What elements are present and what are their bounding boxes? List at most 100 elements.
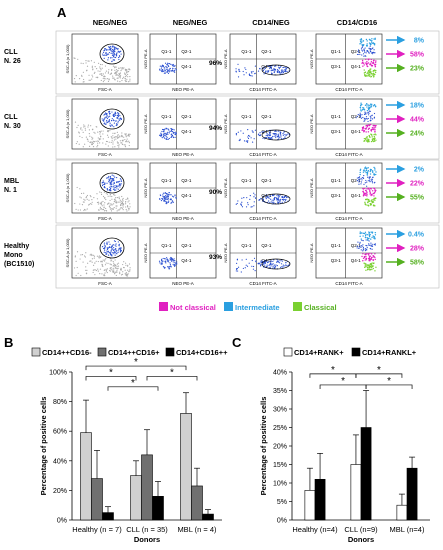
- scatter-dot: [267, 136, 269, 138]
- scatter-dot: [368, 231, 370, 233]
- bar: [141, 454, 153, 521]
- scatter-dot: [366, 253, 368, 255]
- scatter-dot: [266, 133, 268, 135]
- scatter-dot: [374, 133, 376, 135]
- scatter-dot: [173, 131, 175, 134]
- scatter-dot: [164, 128, 166, 130]
- scatter-dot: [117, 144, 119, 147]
- scatter-dot: [373, 166, 375, 169]
- scatter-dot: [106, 188, 108, 190]
- scatter-dot: [86, 269, 88, 271]
- x-axis-label: NEO PE-A: [172, 87, 194, 92]
- scatter-dot: [117, 116, 119, 118]
- scatter-dot: [113, 206, 115, 209]
- scatter-dot: [370, 41, 373, 43]
- quadrant-q1: Q1-1: [331, 114, 342, 119]
- scatter-dot: [235, 132, 238, 135]
- scatter-dot: [364, 189, 367, 192]
- scatter-dot: [373, 112, 376, 115]
- scatter-dot: [110, 264, 112, 266]
- legend-swatch: [351, 347, 361, 357]
- scatter-dot: [242, 132, 244, 134]
- scatter-dot: [109, 182, 111, 184]
- scatter-dot: [165, 137, 167, 140]
- scatter-dot: [364, 51, 366, 53]
- scatter-dot: [115, 185, 118, 188]
- scatter-dot: [357, 114, 359, 116]
- scatter-dot: [112, 50, 114, 52]
- scatter-dot: [80, 254, 82, 256]
- scatter-dot: [363, 232, 366, 235]
- scatter-dot: [118, 76, 120, 78]
- scatter-dot: [373, 197, 375, 200]
- scatter-dot: [103, 247, 105, 250]
- scatter-dot: [363, 137, 366, 140]
- scatter-dot: [358, 178, 360, 181]
- scatter-dot: [261, 131, 263, 133]
- scatter-dot: [91, 66, 93, 68]
- scatter-dot: [86, 208, 88, 210]
- scatter-dot: [85, 197, 87, 199]
- scatter-dot: [370, 73, 372, 75]
- scatter-dot: [108, 69, 110, 71]
- scatter-dot: [87, 126, 89, 128]
- scatter-dot: [368, 244, 370, 246]
- scatter-dot: [360, 38, 363, 40]
- quadrant-q2: Q2-1: [351, 178, 362, 183]
- scatter-dot: [119, 56, 121, 58]
- scatter-dot: [112, 183, 114, 185]
- scatter-dot: [80, 62, 82, 64]
- scatter-dot: [106, 177, 108, 179]
- y-axis-title: Percentage of positive cells: [259, 397, 268, 496]
- scatter-dot: [116, 74, 118, 76]
- scatter-dot: [271, 73, 273, 75]
- scatter-dot: [174, 195, 176, 197]
- legend-label-classical: Classical: [304, 303, 337, 312]
- scatter-dot: [81, 254, 84, 256]
- scatter-dot: [115, 138, 117, 140]
- scatter-dot: [106, 241, 108, 243]
- scatter-dot: [374, 256, 376, 259]
- scatter-dot: [279, 260, 281, 262]
- scatter-dot: [168, 268, 170, 270]
- scatter-dot: [275, 136, 277, 139]
- scatter-dot: [104, 77, 106, 79]
- scatter-dot: [271, 137, 273, 139]
- scatter-dot: [272, 135, 274, 138]
- scatter-dot: [162, 265, 165, 268]
- scatter-dot: [81, 204, 84, 206]
- panel-b-label: B: [4, 335, 13, 350]
- scatter-dot: [80, 274, 82, 277]
- scatter-dot: [375, 197, 377, 200]
- scatter-dot: [116, 123, 118, 125]
- scatter-dot: [109, 269, 111, 272]
- scatter-dot: [123, 261, 125, 263]
- scatter-dot: [359, 178, 361, 180]
- population-legend: Not classical Intermediate Classical: [159, 302, 337, 312]
- scatter-dot: [112, 132, 114, 134]
- scatter-dot: [129, 269, 131, 271]
- scatter-dot: [118, 198, 120, 200]
- legend-swatch: [31, 347, 41, 357]
- scatter-dot: [106, 134, 109, 136]
- scatter-dot: [111, 178, 113, 180]
- scatter-dot: [362, 129, 364, 131]
- scatter-dot: [111, 183, 113, 186]
- scatter-dot: [265, 196, 267, 198]
- scatter-dot: [129, 203, 131, 205]
- scatter-dot: [240, 271, 242, 273]
- scatter-dot: [373, 195, 375, 197]
- scatter-dot: [113, 194, 115, 196]
- scatter-dot: [363, 192, 365, 195]
- scatter-dot: [164, 192, 166, 195]
- scatter-dot: [117, 265, 120, 267]
- scatter-dot: [129, 78, 131, 80]
- scatter-dot: [284, 198, 286, 201]
- scatter-dot: [361, 41, 363, 43]
- scatter-dot: [362, 40, 365, 42]
- scatter-dot: [279, 266, 282, 268]
- bar: [202, 513, 214, 521]
- scatter-dot: [366, 167, 368, 169]
